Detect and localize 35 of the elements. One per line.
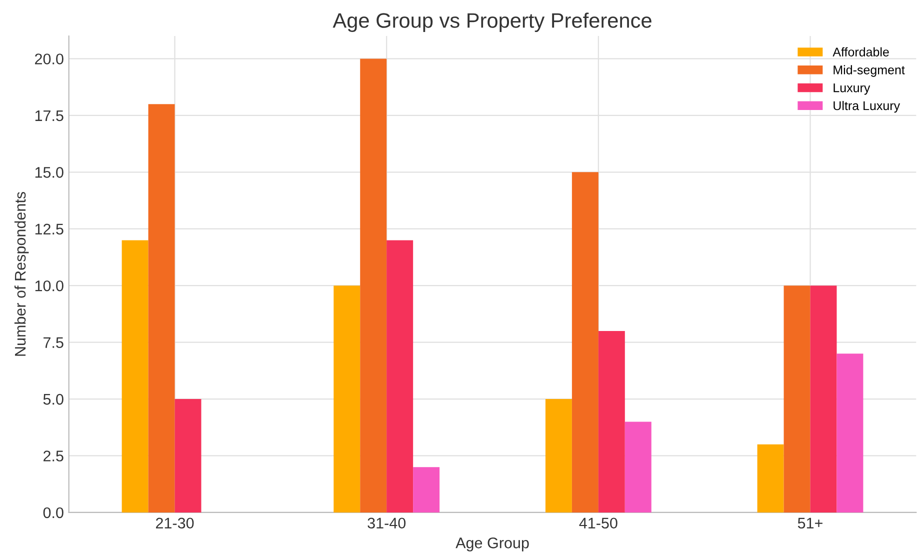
bar [757,444,784,512]
y-tick-label: 17.5 [35,110,64,122]
y-tick-label: 2.5 [44,450,64,462]
bar [784,286,810,512]
bar [836,354,864,512]
legend-label: Ultra Luxury [834,100,900,113]
bar [598,330,625,512]
bar [360,58,387,512]
x-tick-label: 31-40 [368,518,406,529]
bar [386,240,414,512]
bar [122,240,148,512]
bar [174,399,202,512]
chart-title: Age Group vs Property Preference [332,12,652,32]
bar [545,399,572,512]
x-tick-label: 41-50 [579,518,618,529]
x-tick-label: 51+ [798,518,822,529]
legend-label: Affordable [832,47,889,56]
y-tick-label: 5.0 [43,394,64,405]
bar [334,286,360,512]
bar [810,286,837,512]
y-tick-label: 0.0 [43,507,64,518]
y-tick-label: 12.5 [35,224,64,235]
y-tick-label: 10.0 [35,280,64,292]
x-axis-title: Age Group [456,538,529,552]
legend-label: Mid-segment [834,65,905,77]
x-tick-label: 21-30 [156,518,194,529]
bar [572,172,598,512]
bar [624,422,652,512]
y-tick-label: 20.0 [35,54,64,64]
bar [148,104,175,512]
y-axis-title: Number of Respondents [14,192,29,356]
bar [413,467,440,512]
legend-label: Luxury [834,84,870,95]
y-tick-label: 7.5 [44,337,64,348]
y-tick-label: 15.0 [35,167,64,178]
